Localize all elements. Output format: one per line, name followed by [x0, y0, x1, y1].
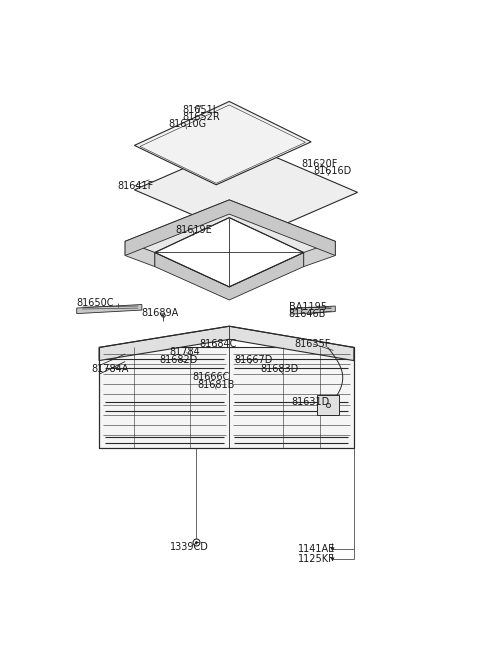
- Text: 81635F: 81635F: [294, 339, 331, 349]
- Text: 1141AE: 1141AE: [298, 544, 336, 554]
- Text: 81681B: 81681B: [197, 380, 234, 390]
- Text: 81666C: 81666C: [192, 372, 229, 382]
- Text: 81683D: 81683D: [260, 363, 299, 374]
- Text: 81684C: 81684C: [200, 339, 237, 349]
- Polygon shape: [134, 102, 311, 185]
- Polygon shape: [99, 326, 354, 361]
- Text: 81784: 81784: [170, 348, 201, 358]
- Text: 81682D: 81682D: [160, 354, 198, 365]
- Text: 81667D: 81667D: [235, 354, 273, 365]
- Text: 1125KF: 1125KF: [298, 554, 335, 564]
- Polygon shape: [134, 143, 358, 239]
- Polygon shape: [125, 241, 155, 266]
- Polygon shape: [155, 218, 304, 287]
- Polygon shape: [304, 241, 335, 266]
- Text: 81689A: 81689A: [142, 308, 179, 318]
- Polygon shape: [77, 304, 142, 314]
- Polygon shape: [125, 200, 335, 283]
- Text: 81651L: 81651L: [183, 105, 219, 115]
- Text: 81631D: 81631D: [291, 397, 330, 407]
- Text: 1339CD: 1339CD: [170, 543, 209, 552]
- Text: 81619E: 81619E: [175, 225, 212, 236]
- Polygon shape: [155, 253, 304, 300]
- Text: 81646B: 81646B: [289, 309, 326, 319]
- Text: 81650C: 81650C: [77, 298, 114, 308]
- Polygon shape: [125, 200, 335, 255]
- Text: 81620F: 81620F: [302, 159, 338, 169]
- Polygon shape: [99, 348, 354, 449]
- Text: 81641F: 81641F: [118, 181, 154, 191]
- Text: 81652R: 81652R: [183, 112, 220, 122]
- Polygon shape: [290, 306, 335, 314]
- Text: 81610G: 81610G: [168, 119, 206, 129]
- Text: BA1195: BA1195: [289, 302, 327, 312]
- Text: 81616D: 81616D: [313, 166, 351, 176]
- Text: 81784A: 81784A: [92, 363, 129, 374]
- Bar: [317, 396, 339, 415]
